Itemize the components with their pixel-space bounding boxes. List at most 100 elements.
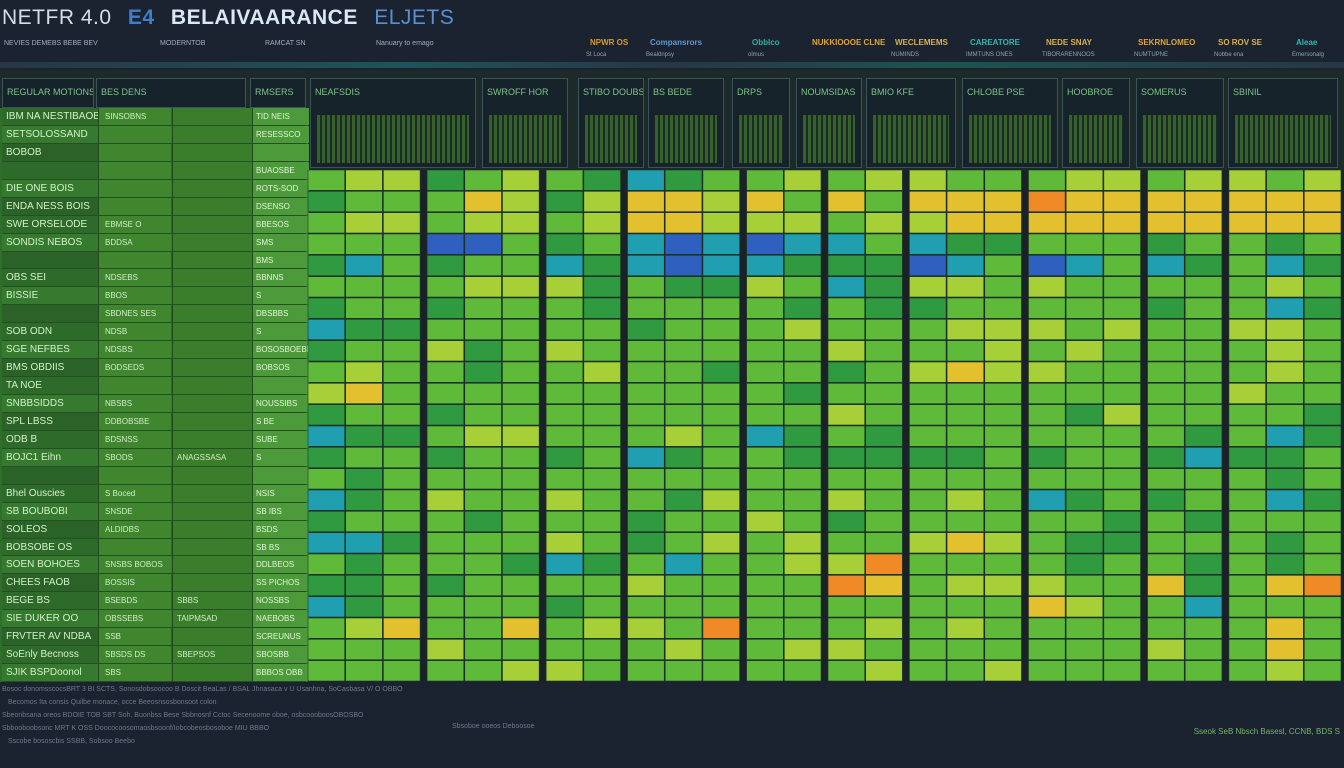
- heatmap-cell[interactable]: [1266, 425, 1304, 447]
- heatmap-cell[interactable]: [1028, 361, 1066, 383]
- heatmap-cell[interactable]: [865, 447, 903, 468]
- heatmap-cell[interactable]: [383, 297, 421, 319]
- heatmap-cell[interactable]: [984, 425, 1022, 447]
- heatmap-cell[interactable]: [702, 596, 740, 618]
- heatmap-cell[interactable]: [1266, 383, 1304, 404]
- heatmap-cell[interactable]: [702, 532, 740, 554]
- heatmap-cell[interactable]: [946, 511, 985, 532]
- heatmap-cell[interactable]: [984, 468, 1022, 490]
- heatmap-cell[interactable]: [909, 319, 947, 340]
- heatmap-cell[interactable]: [1228, 212, 1266, 234]
- heatmap-cell[interactable]: [383, 639, 421, 660]
- heatmap-cell[interactable]: [627, 361, 665, 383]
- heatmap-cell[interactable]: [865, 553, 903, 575]
- heatmap-cell[interactable]: [1304, 532, 1342, 554]
- heatmap-cell[interactable]: [307, 489, 345, 511]
- heatmap-cell[interactable]: [984, 340, 1022, 362]
- heatmap-cell[interactable]: [1228, 361, 1266, 383]
- heatmap-cell[interactable]: [345, 660, 383, 682]
- heatmap-cell[interactable]: [383, 212, 421, 234]
- heatmap-cell[interactable]: [1266, 319, 1304, 340]
- heatmap-cell[interactable]: [746, 447, 784, 468]
- heatmap-cell[interactable]: [502, 212, 540, 234]
- heatmap-cell[interactable]: [545, 617, 584, 639]
- heatmap-cell[interactable]: [426, 340, 465, 362]
- heatmap-cell[interactable]: [545, 233, 584, 255]
- heatmap-cell[interactable]: [865, 170, 903, 191]
- heatmap-cell[interactable]: [345, 404, 383, 426]
- heatmap-cell[interactable]: [1228, 297, 1266, 319]
- heatmap-cell[interactable]: [746, 425, 784, 447]
- heatmap-cell[interactable]: [502, 532, 540, 554]
- row-label[interactable]: IBM NA NESTIBAOBE SINSOBNS TID NEIS: [2, 108, 309, 126]
- heatmap-cell[interactable]: [1266, 639, 1304, 660]
- heatmap-cell[interactable]: [946, 425, 985, 447]
- heatmap-cell[interactable]: [464, 468, 502, 490]
- heatmap-cell[interactable]: [426, 447, 465, 468]
- heatmap-cell[interactable]: [1147, 212, 1185, 234]
- heatmap-cell[interactable]: [1304, 404, 1342, 426]
- heatmap-cell[interactable]: [1028, 255, 1066, 276]
- heatmap-cell[interactable]: [1147, 276, 1185, 298]
- heatmap-cell[interactable]: [464, 575, 502, 596]
- heatmap-cell[interactable]: [1147, 639, 1185, 660]
- heatmap-cell[interactable]: [426, 361, 465, 383]
- heatmap-cell[interactable]: [746, 340, 784, 362]
- heatmap-cell[interactable]: [627, 489, 665, 511]
- heatmap-cell[interactable]: [426, 404, 465, 426]
- heatmap-cell[interactable]: [426, 468, 465, 490]
- heatmap-cell[interactable]: [426, 319, 465, 340]
- heatmap-cell[interactable]: [946, 447, 985, 468]
- heatmap-cell[interactable]: [1266, 191, 1304, 212]
- heatmap-cell[interactable]: [426, 489, 465, 511]
- heatmap-cell[interactable]: [1228, 340, 1266, 362]
- heatmap-cell[interactable]: [383, 383, 421, 404]
- heatmap-cell[interactable]: [1147, 255, 1185, 276]
- heatmap-cell[interactable]: [664, 575, 703, 596]
- heatmap-cell[interactable]: [1184, 233, 1223, 255]
- heatmap-cell[interactable]: [1147, 532, 1185, 554]
- heatmap-cell[interactable]: [1184, 276, 1223, 298]
- heatmap-cell[interactable]: [746, 639, 784, 660]
- heatmap-cell[interactable]: [1028, 212, 1066, 234]
- header-thumbnail[interactable]: SOMERUS: [1136, 78, 1224, 168]
- heatmap-cell[interactable]: [1103, 255, 1141, 276]
- heatmap-cell[interactable]: [984, 191, 1022, 212]
- heatmap-cell[interactable]: [1304, 383, 1342, 404]
- heatmap-cell[interactable]: [1028, 233, 1066, 255]
- row-label[interactable]: SIE DUKER OO OBSSEBS TAIPMSAD NAEBOBS: [2, 610, 309, 629]
- heatmap-cell[interactable]: [545, 276, 584, 298]
- heatmap-cell[interactable]: [1228, 639, 1266, 660]
- heatmap-cell[interactable]: [909, 639, 947, 660]
- header-thumbnail[interactable]: BS BEDE: [648, 78, 724, 168]
- heatmap-cell[interactable]: [1028, 575, 1066, 596]
- heatmap-cell[interactable]: [345, 297, 383, 319]
- heatmap-cell[interactable]: [702, 340, 740, 362]
- heatmap-cell[interactable]: [1147, 170, 1185, 191]
- heatmap-cell[interactable]: [984, 511, 1022, 532]
- heatmap-cell[interactable]: [664, 596, 703, 618]
- heatmap-cell[interactable]: [1103, 532, 1141, 554]
- heatmap-cell[interactable]: [502, 596, 540, 618]
- heatmap-cell[interactable]: [1103, 575, 1141, 596]
- heatmap-cell[interactable]: [746, 468, 784, 490]
- heatmap-cell[interactable]: [583, 191, 621, 212]
- heatmap-cell[interactable]: [1304, 233, 1342, 255]
- heatmap-cell[interactable]: [345, 191, 383, 212]
- heatmap-cell[interactable]: [1103, 212, 1141, 234]
- heatmap-cell[interactable]: [664, 553, 703, 575]
- heatmap-cell[interactable]: [545, 468, 584, 490]
- heatmap-cell[interactable]: [946, 404, 985, 426]
- heatmap-cell[interactable]: [946, 212, 985, 234]
- heatmap-cell[interactable]: [946, 596, 985, 618]
- heatmap-cell[interactable]: [746, 297, 784, 319]
- heatmap-cell[interactable]: [1065, 617, 1104, 639]
- heatmap-cell[interactable]: [1304, 191, 1342, 212]
- column-header[interactable]: NEDE SNAY: [1046, 38, 1092, 47]
- heatmap-cell[interactable]: [664, 511, 703, 532]
- heatmap-cell[interactable]: [345, 425, 383, 447]
- heatmap-cell[interactable]: [865, 212, 903, 234]
- row-label[interactable]: CHEES FAOB BOSSIS SS PICHOS: [2, 574, 309, 593]
- heatmap-cell[interactable]: [1304, 489, 1342, 511]
- heatmap-cell[interactable]: [1184, 553, 1223, 575]
